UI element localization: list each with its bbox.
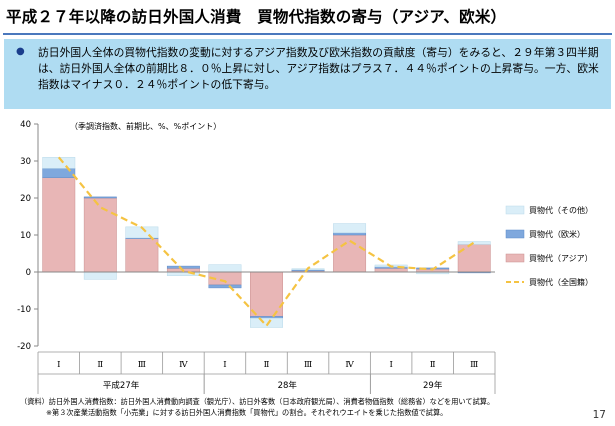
x-tick-label: Ⅰ bbox=[223, 360, 226, 370]
year-label: 平成27年 bbox=[103, 380, 140, 391]
y-tick-label: -10 bbox=[17, 305, 31, 315]
y-tick-label: 10 bbox=[20, 231, 31, 241]
bar-segment bbox=[42, 157, 76, 169]
x-tick-label: Ⅲ bbox=[304, 360, 312, 370]
year-label: 28年 bbox=[278, 380, 298, 391]
bar-segment bbox=[457, 241, 491, 245]
contribution-chart: -20 -10 0 10 20 30 40 Ⅰ Ⅱ Ⅲ Ⅳ Ⅰ Ⅱ Ⅲ Ⅳ Ⅰ Ⅱ Ⅲ 平成27年 28年 29年 買物代… bbox=[17, 120, 593, 394]
legend-label: 買物代（その他） bbox=[529, 205, 593, 215]
bar-segment bbox=[374, 268, 408, 273]
x-tick-label: Ⅳ bbox=[179, 360, 188, 370]
legend-swatch bbox=[505, 229, 525, 239]
method-footnote: ※第３次産業活動指数「小売業」に対する訪日外国人消費指数「買物代」の割合。それぞ… bbox=[46, 408, 448, 417]
bar-segment bbox=[166, 265, 200, 269]
legend-label: 買物代（アジア） bbox=[529, 253, 593, 263]
bar-segment bbox=[333, 234, 367, 273]
legend-label: 買物代（全国籍） bbox=[529, 277, 593, 287]
title-divider bbox=[3, 33, 612, 35]
x-tick-label: Ⅰ bbox=[57, 360, 60, 370]
y-tick-label: -20 bbox=[17, 342, 31, 352]
year-label: 29年 bbox=[423, 380, 443, 391]
bar-segment bbox=[333, 223, 367, 234]
legend-label: 買物代（欧米） bbox=[529, 229, 585, 239]
summary-box: ● 訪日外国人全体の買物代指数の変動に対するアジア指数及び欧米指数の貢献度（寄与… bbox=[4, 39, 611, 109]
x-tick-label: Ⅲ bbox=[470, 360, 478, 370]
bullet-icon: ● bbox=[16, 46, 25, 57]
y-tick-label: 0 bbox=[26, 268, 31, 278]
y-tick-label: 20 bbox=[20, 194, 31, 204]
source-footnote: （資料）訪日外国人消費指数：訪日外国人消費動向調査（観光庁）、訪日外客数（日本政… bbox=[20, 397, 495, 406]
x-tick-label: Ⅰ bbox=[389, 360, 392, 370]
bar-segment bbox=[83, 196, 117, 199]
legend-swatch bbox=[505, 253, 525, 263]
chart-unit-note: （季調済指数、前期比、%、%ポイント） bbox=[70, 122, 222, 131]
bar-segment bbox=[125, 238, 159, 273]
bar-segment bbox=[333, 232, 367, 236]
bar-segment bbox=[83, 197, 117, 273]
x-tick-label: Ⅱ bbox=[97, 360, 103, 370]
bar-segment bbox=[42, 177, 76, 273]
x-tick-label: Ⅱ bbox=[430, 360, 436, 370]
bar-segment bbox=[250, 318, 283, 328]
page-number: 17 bbox=[592, 409, 606, 421]
y-tick-label: 40 bbox=[20, 120, 31, 130]
legend-swatch bbox=[505, 205, 525, 215]
x-tick-label: Ⅱ bbox=[264, 360, 270, 370]
x-tick-label: Ⅲ bbox=[138, 360, 146, 370]
summary-text: 訪日外国人全体の買物代指数の変動に対するアジア指数及び欧米指数の貢献度（寄与）を… bbox=[38, 46, 599, 91]
x-tick-label: Ⅳ bbox=[345, 360, 354, 370]
page-title: 平成２７年以降の訪日外国人消費 買物代指数の寄与（アジア、欧米） bbox=[6, 8, 507, 26]
bar-segment bbox=[208, 284, 242, 289]
bar-segment bbox=[250, 316, 283, 319]
bar-segment bbox=[250, 271, 283, 317]
chart-area: -20 -10 0 10 20 30 40 Ⅰ Ⅱ Ⅲ Ⅳ Ⅰ Ⅱ Ⅲ Ⅳ Ⅰ Ⅱ Ⅲ 平成27年 28年 29年 買物代… bbox=[0, 112, 615, 408]
bar-segment bbox=[83, 271, 117, 280]
y-tick-label: 30 bbox=[20, 157, 31, 167]
bar-segment bbox=[208, 264, 242, 273]
